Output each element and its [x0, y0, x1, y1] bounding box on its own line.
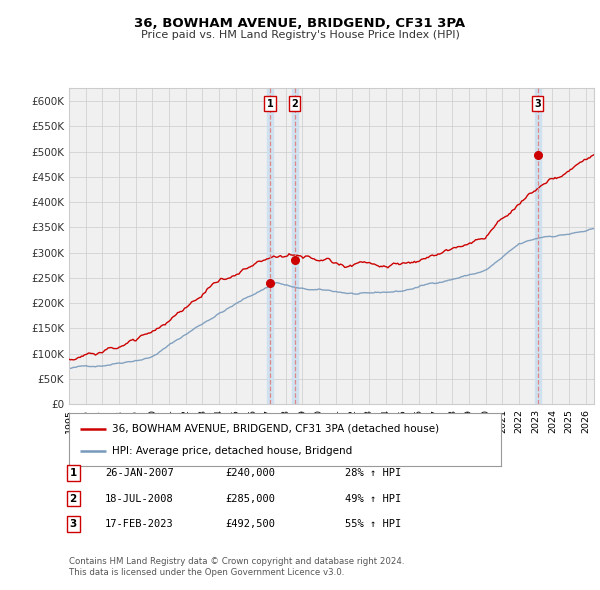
- Text: 55% ↑ HPI: 55% ↑ HPI: [345, 519, 401, 529]
- Text: HPI: Average price, detached house, Bridgend: HPI: Average price, detached house, Brid…: [112, 446, 352, 456]
- Bar: [535, 88, 541, 404]
- Text: 36, BOWHAM AVENUE, BRIDGEND, CF31 3PA: 36, BOWHAM AVENUE, BRIDGEND, CF31 3PA: [134, 17, 466, 30]
- Text: 28% ↑ HPI: 28% ↑ HPI: [345, 468, 401, 478]
- Text: 49% ↑ HPI: 49% ↑ HPI: [345, 494, 401, 503]
- Text: 2: 2: [291, 99, 298, 109]
- Bar: [292, 88, 298, 404]
- Text: £240,000: £240,000: [225, 468, 275, 478]
- Text: £492,500: £492,500: [225, 519, 275, 529]
- Text: Contains HM Land Registry data © Crown copyright and database right 2024.: Contains HM Land Registry data © Crown c…: [69, 558, 404, 566]
- Text: Price paid vs. HM Land Registry's House Price Index (HPI): Price paid vs. HM Land Registry's House …: [140, 30, 460, 40]
- Text: 17-FEB-2023: 17-FEB-2023: [105, 519, 174, 529]
- Text: 3: 3: [534, 99, 541, 109]
- Text: 26-JAN-2007: 26-JAN-2007: [105, 468, 174, 478]
- Bar: [267, 88, 273, 404]
- Text: £285,000: £285,000: [225, 494, 275, 503]
- Text: 1: 1: [70, 468, 77, 478]
- Text: 1: 1: [267, 99, 274, 109]
- Text: 2: 2: [70, 494, 77, 503]
- Text: 18-JUL-2008: 18-JUL-2008: [105, 494, 174, 503]
- Text: This data is licensed under the Open Government Licence v3.0.: This data is licensed under the Open Gov…: [69, 568, 344, 577]
- Text: 3: 3: [70, 519, 77, 529]
- Text: 36, BOWHAM AVENUE, BRIDGEND, CF31 3PA (detached house): 36, BOWHAM AVENUE, BRIDGEND, CF31 3PA (d…: [112, 424, 439, 434]
